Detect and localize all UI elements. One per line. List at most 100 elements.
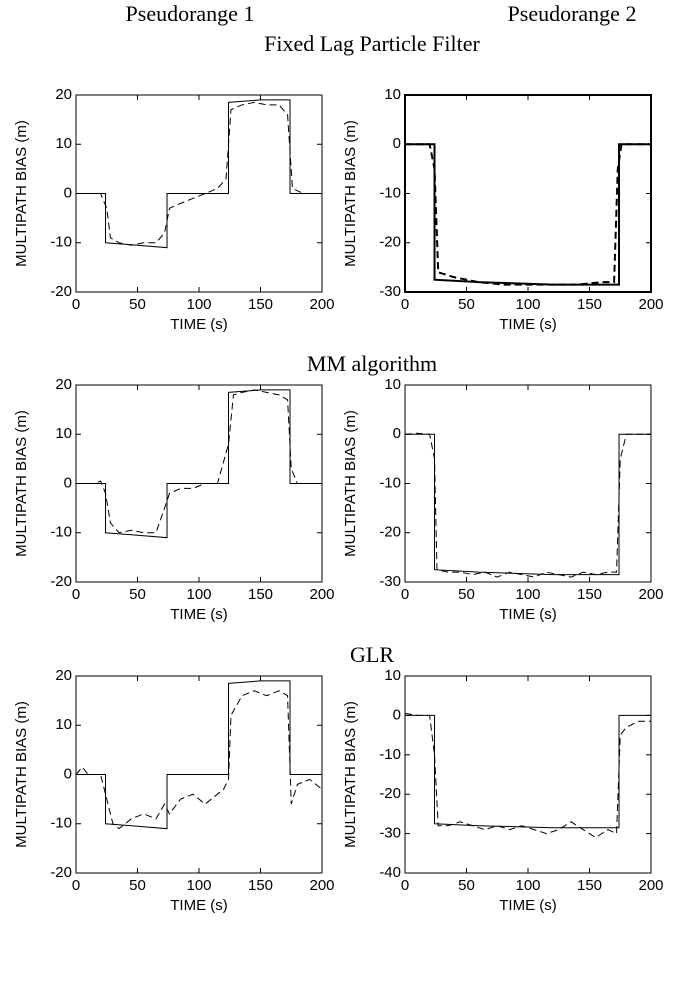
x-tick-label: 200 [309,877,334,894]
y-tick-label: -20 [50,864,72,881]
data-line [405,433,651,576]
data-line [76,389,322,539]
x-tick-label: 50 [129,877,146,894]
x-tick-label: 0 [401,586,409,603]
y-axis-label: MULTIPATH BIAS (m) [13,701,30,848]
x-tick-label: 200 [638,877,663,894]
y-tick-label: -10 [379,184,401,201]
y-tick-label: -20 [379,785,401,802]
data-line [76,99,322,249]
subplot: 0 50 100 150 200 -20 -10 0 10 20 TIME (s) MULTIPATH… [13,667,335,914]
y-tick-label: -20 [379,524,401,541]
x-tick-label: 150 [577,877,602,894]
x-tick-label: 50 [129,586,146,603]
y-tick-label: -10 [50,815,72,832]
data-line [76,389,322,534]
y-tick-label: 10 [384,86,401,103]
y-tick-label: 20 [55,376,72,393]
x-tick-label: 100 [186,296,211,313]
subplot: 0 50 100 150 200 -30 -20 -10 0 10 TIME (s) MULTIPAT… [342,376,664,623]
data-line [405,714,651,829]
y-tick-label: 10 [55,425,72,442]
x-axis-label: TIME (s) [170,606,228,623]
plot-frame [404,94,652,293]
y-tick-label: -20 [50,283,72,300]
y-axis-label: MULTIPATH BIAS (m) [13,120,30,267]
y-tick-label: 20 [55,86,72,103]
y-axis-label: MULTIPATH BIAS (m) [342,410,359,557]
x-tick-label: 100 [186,586,211,603]
y-tick-label: 10 [384,667,401,684]
x-tick-label: 100 [186,877,211,894]
x-tick-label: 0 [72,877,80,894]
x-tick-label: 50 [458,586,475,603]
x-tick-label: 50 [458,296,475,313]
x-tick-label: 150 [248,296,273,313]
y-tick-label: -30 [379,825,401,842]
y-tick-label: -20 [50,573,72,590]
y-tick-label: -30 [379,283,401,300]
y-tick-label: -10 [50,234,72,251]
y-tick-label: -20 [379,234,401,251]
subplot: 0 50 100 150 200 -30 -20 -10 0 10 TIME (s) MULTIPAT… [342,86,664,333]
x-tick-label: 150 [577,586,602,603]
plot-frame [404,675,652,874]
x-tick-label: 200 [638,586,663,603]
y-tick-label: 0 [393,706,401,723]
y-tick-label: -10 [50,524,72,541]
subplot: 0 50 100 150 200 -20 -10 0 10 20 TIME (s) MULTIPATH… [13,376,335,623]
x-tick-label: 200 [309,586,334,603]
x-tick-label: 150 [248,877,273,894]
y-tick-label: 10 [384,376,401,393]
x-tick-label: 100 [515,877,540,894]
row-title: Fixed Lag Particle Filter [264,31,480,56]
y-tick-label: 10 [55,135,72,152]
column-title: Pseudorange 2 [508,1,637,26]
row-title: MM algorithm [307,351,437,376]
x-tick-label: 0 [401,877,409,894]
x-tick-label: 100 [515,296,540,313]
plot-frame [75,94,323,293]
y-tick-label: 10 [55,716,72,733]
x-tick-label: 200 [638,296,663,313]
data-line [405,143,651,286]
y-tick-label: 0 [64,184,72,201]
y-tick-label: 20 [55,667,72,684]
x-axis-label: TIME (s) [170,316,228,333]
column-title: Pseudorange 1 [126,1,255,26]
subplot: 0 50 100 150 200 -20 -10 0 10 20 TIME (s) MULTIPATH… [13,86,335,333]
x-tick-label: 150 [248,586,273,603]
x-tick-label: 0 [401,296,409,313]
x-axis-label: TIME (s) [499,606,557,623]
x-axis-label: TIME (s) [170,897,228,914]
data-line [404,432,651,578]
x-tick-label: 100 [515,586,540,603]
subplot: 0 50 100 150 200 -40 -30 -20 -10 0 10 TIME (s) MULTI… [342,667,664,914]
data-line [76,101,322,246]
x-tick-label: 0 [72,586,80,603]
data-line [405,143,651,286]
y-axis-label: MULTIPATH BIAS (m) [342,120,359,267]
x-tick-label: 50 [458,877,475,894]
y-tick-label: -10 [379,474,401,491]
y-axis-label: MULTIPATH BIAS (m) [342,701,359,848]
y-tick-label: 0 [64,474,72,491]
y-tick-label: -10 [379,746,401,763]
plot-frame [75,675,323,874]
y-tick-label: 0 [64,765,72,782]
y-axis-label: MULTIPATH BIAS (m) [13,410,30,557]
x-axis-label: TIME (s) [499,897,557,914]
x-tick-label: 0 [72,296,80,313]
x-tick-label: 50 [129,296,146,313]
row-title: GLR [350,642,394,667]
y-tick-label: 0 [393,135,401,152]
data-line [404,712,651,839]
plot-frame [404,384,652,583]
data-line [76,680,322,830]
data-line [75,690,323,830]
y-tick-label: 0 [393,425,401,442]
x-tick-label: 200 [309,296,334,313]
x-axis-label: TIME (s) [499,316,557,333]
